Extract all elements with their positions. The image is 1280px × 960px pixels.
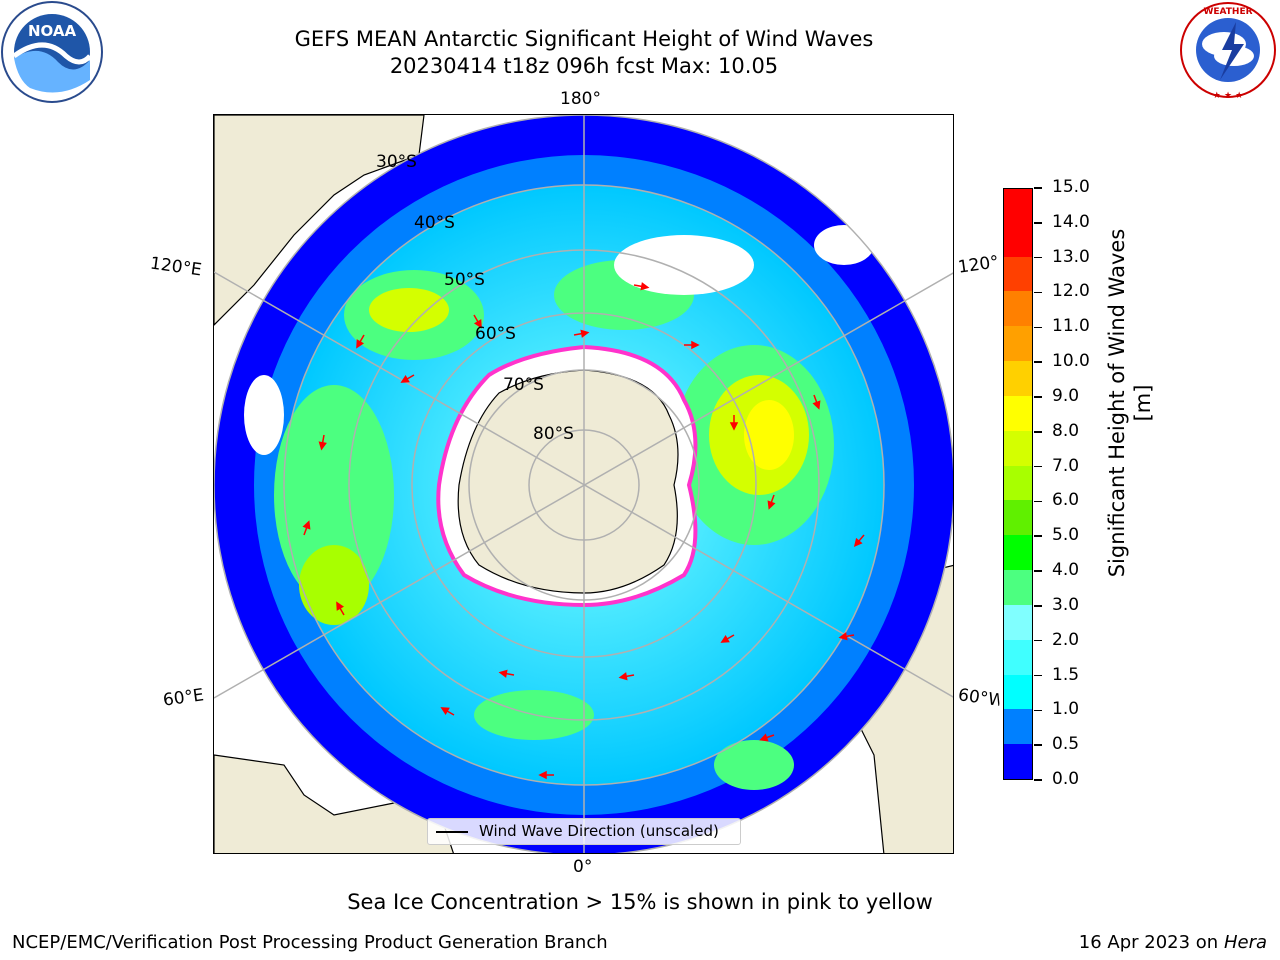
colorbar-segment [1004, 189, 1032, 222]
colorbar-tick [1034, 709, 1042, 712]
colorbar-segment [1004, 639, 1032, 675]
colorbar-segment [1004, 290, 1032, 327]
polar-map [214, 115, 953, 853]
colorbar-tick-label: 0.5 [1052, 734, 1080, 755]
colorbar-tick-label: 6.0 [1052, 490, 1080, 511]
colorbar-tick [1034, 396, 1042, 398]
colorbar-tick [1034, 570, 1042, 572]
colorbar-segment [1004, 221, 1032, 257]
colorbar-tick-label: 0.0 [1052, 769, 1080, 789]
colorbar-tick [1034, 744, 1042, 746]
lon-label-bottom: 0° [573, 857, 593, 877]
colorbar-tick [1034, 256, 1042, 259]
lon-label-right-upper: 120°W [956, 252, 1000, 278]
colorbar-tick [1034, 361, 1042, 363]
colorbar-tick [1034, 291, 1042, 294]
colorbar-tick-label: 1.5 [1052, 664, 1080, 685]
colorbar-tick-label: 4.0 [1052, 560, 1080, 581]
chart-subtitle: 20230414 t18z 096h fcst Max: 10.05 [389, 54, 779, 78]
colorbar-tick [1034, 326, 1042, 329]
svg-text:WEATHER: WEATHER [1203, 7, 1252, 17]
colorbar-tick-label: 15.0 [1052, 177, 1090, 197]
colorbar-tick-label: 1.0 [1052, 699, 1080, 720]
wind-wave-arrows [302, 282, 865, 780]
colorbar-tick-label: 11.0 [1052, 316, 1090, 337]
colorbar-tick-label: 3.0 [1052, 594, 1080, 615]
colorbar [1003, 188, 1033, 780]
colorbar-segment [1004, 534, 1032, 571]
legend-label: Wind Wave Direction (unscaled) [479, 822, 719, 840]
nws-logo: WEATHER ★ ★ ★ [1180, 2, 1276, 101]
colorbar-segment [1004, 604, 1032, 640]
colorbar-tick-label: 5.0 [1052, 525, 1080, 546]
colorbar-tick [1034, 465, 1042, 468]
colorbar-segment [1004, 743, 1032, 779]
noaa-logo: NOAA [1, 1, 103, 103]
colorbar-tick [1034, 187, 1042, 189]
australia-land [214, 115, 425, 326]
colorbar-tick [1034, 500, 1042, 503]
lon-label-left-lower: 60°E [161, 685, 206, 711]
sea-ice-note: Sea Ice Concentration > 15% is shown in … [347, 890, 933, 914]
colorbar-segment [1004, 325, 1032, 362]
colorbar-tick [1034, 431, 1042, 433]
lat-label-70: 70°S [503, 375, 544, 395]
lat-label-40: 40°S [414, 213, 455, 233]
colorbar-segment [1004, 395, 1032, 431]
colorbar-tick-label: 13.0 [1052, 246, 1090, 267]
svg-text:★ ★ ★: ★ ★ ★ [1213, 91, 1243, 101]
footer-credit: NCEP/EMC/Verification Post Processing Pr… [12, 932, 608, 953]
africa-land [214, 754, 454, 853]
colorbar-tick [1034, 674, 1042, 677]
lon-label-left-upper: 120°E [148, 253, 203, 281]
colorbar-segment [1004, 708, 1032, 745]
colorbar-tick [1034, 779, 1042, 781]
lon-label-top: 180° [560, 89, 601, 109]
colorbar-tick-label: 7.0 [1052, 455, 1080, 476]
colorbar-tick [1034, 639, 1042, 642]
colorbar-tick-label: 14.0 [1052, 211, 1090, 232]
colorbar-segment [1004, 674, 1032, 710]
colorbar-segment [1004, 256, 1032, 292]
chart-title: GEFS MEAN Antarctic Significant Height o… [294, 27, 874, 51]
lon-label-right-lower: 60°W [956, 685, 1002, 711]
colorbar-segment [1004, 430, 1032, 466]
lat-label-60: 60°S [475, 324, 516, 344]
lat-label-30: 30°S [376, 152, 417, 172]
colorbar-tick [1034, 535, 1042, 537]
colorbar-tick-label: 10.0 [1052, 351, 1090, 372]
colorbar-tick-label: 9.0 [1052, 385, 1080, 406]
antarctica-land [457, 369, 679, 594]
colorbar-title: Significant Height of Wind Waves [m] [1105, 228, 1155, 578]
colorbar-tick-label: 8.0 [1052, 420, 1080, 441]
colorbar-title-wrap: Significant Height of Wind Waves [m] [1100, 228, 1160, 578]
colorbar-segment [1004, 465, 1032, 501]
colorbar-segment [1004, 499, 1032, 536]
svg-text:NOAA: NOAA [28, 22, 77, 40]
lat-label-50: 50°S [444, 270, 485, 290]
colorbar-tick [1034, 222, 1042, 224]
map-frame [213, 114, 954, 854]
colorbar-tick [1034, 605, 1042, 607]
colorbar-tick-label: 2.0 [1052, 629, 1080, 650]
colorbar-tick-label: 12.0 [1052, 281, 1090, 302]
legend-line-swatch [436, 831, 468, 833]
colorbar-segment [1004, 569, 1032, 605]
colorbar-segment [1004, 360, 1032, 396]
map-legend: Wind Wave Direction (unscaled) [427, 818, 741, 845]
lat-label-80: 80°S [533, 424, 574, 444]
footer-date: 16 Apr 2023 on Hera [1078, 932, 1267, 953]
